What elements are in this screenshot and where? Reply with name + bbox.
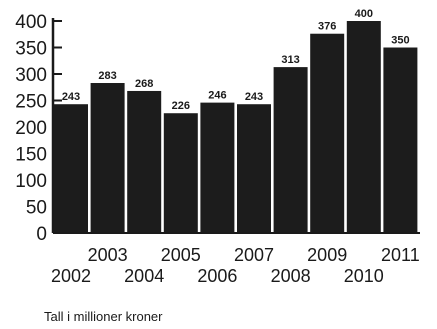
x-tick-label: 2009	[307, 245, 347, 265]
bar-value-label: 283	[98, 70, 116, 82]
y-tick-label: 200	[15, 118, 47, 139]
bar-value-label: 400	[355, 8, 373, 20]
y-tick-label: 50	[26, 198, 47, 219]
y-tick-label: 0	[36, 224, 47, 245]
bar	[273, 67, 308, 233]
bar	[127, 90, 162, 234]
bar-value-label: 313	[281, 54, 299, 66]
y-tick-label: 150	[15, 145, 47, 166]
bar	[163, 113, 198, 233]
x-tick-label: 2005	[161, 245, 201, 265]
bar-value-label: 243	[62, 91, 80, 103]
y-tick-label: 250	[15, 92, 47, 113]
x-tick-label: 2010	[344, 266, 384, 286]
bar	[346, 21, 381, 233]
y-axis: 0 50 100 150 200 250 300 350 400	[15, 12, 62, 245]
bar-value-label: 376	[318, 21, 336, 33]
x-tick-label: 2011	[381, 245, 420, 265]
x-tick-label: 2002	[51, 266, 91, 286]
x-tick-label: 2004	[124, 266, 164, 286]
bar	[200, 102, 235, 234]
y-tick-label: 100	[15, 171, 47, 192]
x-tick-label: 2006	[197, 266, 237, 286]
y-tick-label: 300	[15, 65, 47, 86]
bar	[383, 47, 418, 233]
bar-value-label: 246	[208, 90, 226, 102]
chart-caption: Tall i millioner kroner	[44, 309, 163, 324]
bar	[237, 104, 271, 234]
y-tick-label: 350	[15, 39, 47, 60]
x-tick-label: 2003	[88, 245, 128, 265]
y-tick-label: 400	[15, 12, 47, 33]
bar-value-label: 268	[135, 78, 153, 90]
x-tick-label: 2008	[271, 266, 311, 286]
bars: 243 283 268 226 246 243 313 376 400 350	[53, 8, 420, 234]
bar	[90, 83, 125, 233]
x-tick-label: 2007	[234, 245, 274, 265]
bar	[54, 104, 88, 234]
bar-value-label: 243	[245, 91, 263, 103]
bar	[310, 33, 345, 233]
bar-value-label: 350	[391, 35, 409, 47]
bar-value-label: 226	[172, 100, 190, 112]
